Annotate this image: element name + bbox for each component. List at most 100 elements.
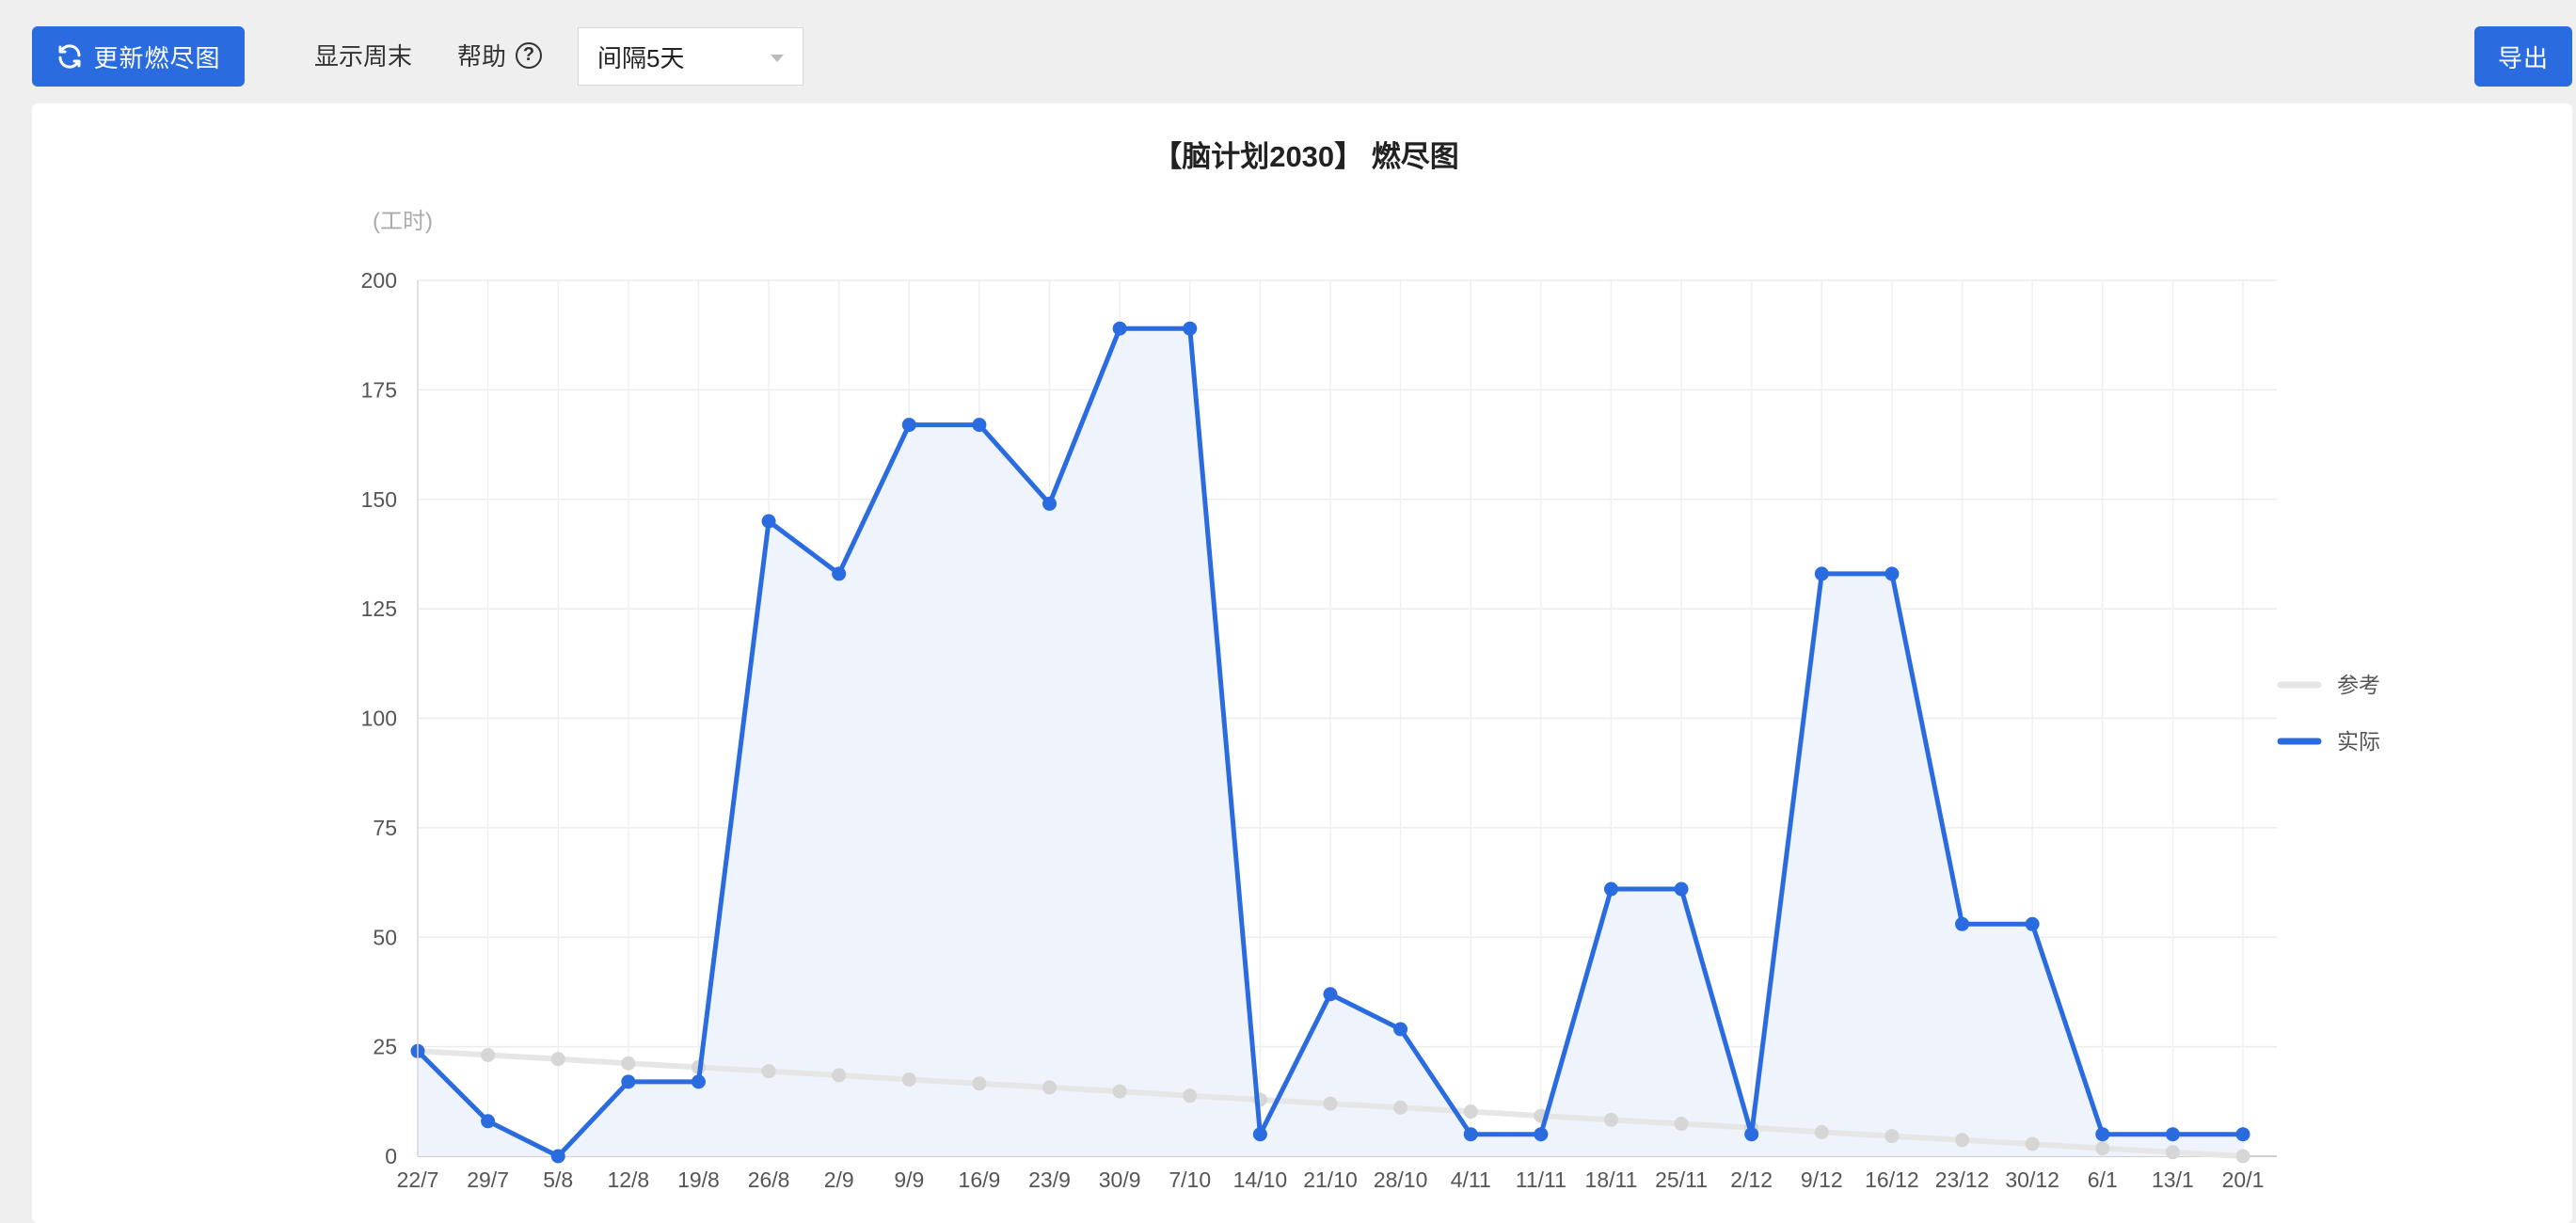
x-tick-label: 26/8 — [748, 1167, 790, 1192]
actual-point — [2095, 1127, 2110, 1142]
x-tick-label: 23/12 — [1935, 1167, 1990, 1192]
actual-point — [1112, 321, 1127, 336]
toolbar: 更新燃尽图 显示周末 帮助 ? 间隔5天 导出 — [0, 0, 2576, 103]
reference-point — [1183, 1088, 1198, 1104]
y-tick-label: 200 — [361, 268, 397, 293]
x-tick-label: 18/11 — [1585, 1167, 1638, 1192]
reference-point — [2095, 1141, 2110, 1156]
actual-point — [1814, 566, 1829, 581]
x-tick-label: 16/9 — [959, 1167, 1001, 1192]
x-tick-label: 4/11 — [1451, 1167, 1491, 1192]
actual-point — [832, 566, 847, 581]
reference-point — [2165, 1145, 2180, 1160]
x-tick-label: 29/7 — [467, 1167, 509, 1192]
actual-point — [1042, 496, 1057, 511]
y-axis-label: (工时) — [373, 209, 433, 234]
x-tick-label: 2/9 — [824, 1167, 854, 1192]
x-tick-label: 9/12 — [1801, 1167, 1843, 1192]
chevron-down-icon — [771, 55, 784, 62]
axes: 0 25 50 75 100 125 150 175 200 22/7 29/7 5/8 12/8 19/… — [361, 268, 2265, 1192]
actual-point — [761, 514, 776, 529]
actual-point — [1955, 916, 1970, 931]
chart-card: 【脑计划2030】 燃尽图 (工时) 0 25 50 75 100 125 150 175 20… — [32, 103, 2572, 1223]
x-tick-label: 28/10 — [1374, 1167, 1428, 1192]
reference-point — [550, 1052, 565, 1067]
x-tick-label: 13/1 — [2152, 1167, 2194, 1192]
x-tick-label: 7/10 — [1169, 1167, 1211, 1192]
x-tick-label: 30/12 — [2005, 1167, 2059, 1192]
y-tick-label: 0 — [385, 1144, 397, 1168]
reference-point — [761, 1064, 776, 1079]
reference-point — [621, 1056, 636, 1071]
actual-point — [1183, 321, 1198, 336]
question-circle-icon: ? — [516, 41, 543, 69]
x-tick-label: 30/9 — [1099, 1167, 1141, 1192]
reference-point — [2235, 1149, 2250, 1164]
x-tick-label: 19/8 — [677, 1167, 720, 1192]
refresh-burndown-button[interactable]: 更新燃尽图 — [32, 26, 245, 87]
x-tick-label: 22/7 — [397, 1167, 439, 1192]
y-tick-label: 25 — [373, 1035, 397, 1059]
reference-point — [901, 1072, 916, 1088]
actual-area — [418, 328, 2243, 1156]
reference-point — [2025, 1136, 2040, 1152]
burndown-chart: 【脑计划2030】 燃尽图 (工时) 0 25 50 75 100 125 150 175 20… — [361, 140, 2380, 1192]
actual-point — [691, 1074, 706, 1089]
actual-point — [972, 418, 987, 433]
x-tick-label: 9/9 — [894, 1167, 924, 1192]
x-tick-label: 14/10 — [1233, 1167, 1288, 1192]
reference-point — [1603, 1112, 1618, 1127]
actual-point — [2165, 1127, 2180, 1142]
x-tick-label: 25/11 — [1655, 1167, 1708, 1192]
reference-point — [972, 1076, 987, 1091]
actual-point — [2235, 1127, 2250, 1142]
actual-point — [1534, 1127, 1549, 1142]
help-link[interactable]: 帮助 ? — [457, 38, 543, 72]
reference-point — [832, 1068, 847, 1083]
y-tick-label: 150 — [361, 487, 397, 512]
chart-title: 【脑计划2030】 燃尽图 — [1153, 140, 1459, 173]
x-tick-label: 2/12 — [1730, 1167, 1773, 1192]
actual-point — [1463, 1127, 1478, 1142]
reference-point — [1323, 1096, 1338, 1111]
reference-point — [1042, 1080, 1057, 1095]
actual-area-fill — [418, 328, 2243, 1156]
y-tick-label: 75 — [373, 816, 397, 840]
export-button[interactable]: 导出 — [2474, 26, 2572, 87]
legend-label-actual: 实际 — [2337, 729, 2380, 754]
actual-series — [410, 321, 2250, 1164]
x-tick-label: 23/9 — [1028, 1167, 1071, 1192]
x-tick-label: 12/8 — [607, 1167, 649, 1192]
actual-point — [481, 1114, 496, 1129]
actual-point — [1393, 1022, 1408, 1037]
show-weekend-toggle[interactable]: 显示周末 — [314, 42, 413, 71]
actual-point — [1252, 1127, 1267, 1142]
reference-point — [1955, 1133, 1970, 1148]
reference-point — [1393, 1100, 1408, 1115]
refresh-button-label: 更新燃尽图 — [93, 43, 221, 72]
y-tick-label: 50 — [373, 925, 397, 949]
actual-point — [621, 1074, 636, 1089]
actual-point — [1674, 882, 1689, 897]
interval-select[interactable]: 间隔5天 — [578, 27, 803, 86]
help-label: 帮助 — [457, 42, 507, 71]
refresh-icon — [58, 44, 81, 69]
y-tick-label: 125 — [361, 596, 397, 621]
actual-point — [1744, 1127, 1759, 1142]
legend-label-reference: 参考 — [2337, 673, 2380, 697]
x-tick-label: 16/12 — [1865, 1167, 1919, 1192]
actual-point — [2025, 916, 2040, 931]
reference-point — [1884, 1129, 1900, 1144]
interval-select-value: 间隔5天 — [597, 43, 685, 72]
reference-point — [1112, 1084, 1127, 1099]
reference-point — [1674, 1117, 1689, 1132]
y-tick-label: 100 — [361, 707, 397, 731]
x-tick-label: 11/11 — [1516, 1167, 1566, 1192]
actual-point — [550, 1149, 565, 1164]
y-tick-label: 175 — [361, 377, 397, 402]
x-tick-label: 20/1 — [2222, 1167, 2265, 1192]
reference-point — [481, 1047, 496, 1062]
x-tick-label: 21/10 — [1303, 1167, 1358, 1192]
actual-point — [901, 418, 916, 433]
